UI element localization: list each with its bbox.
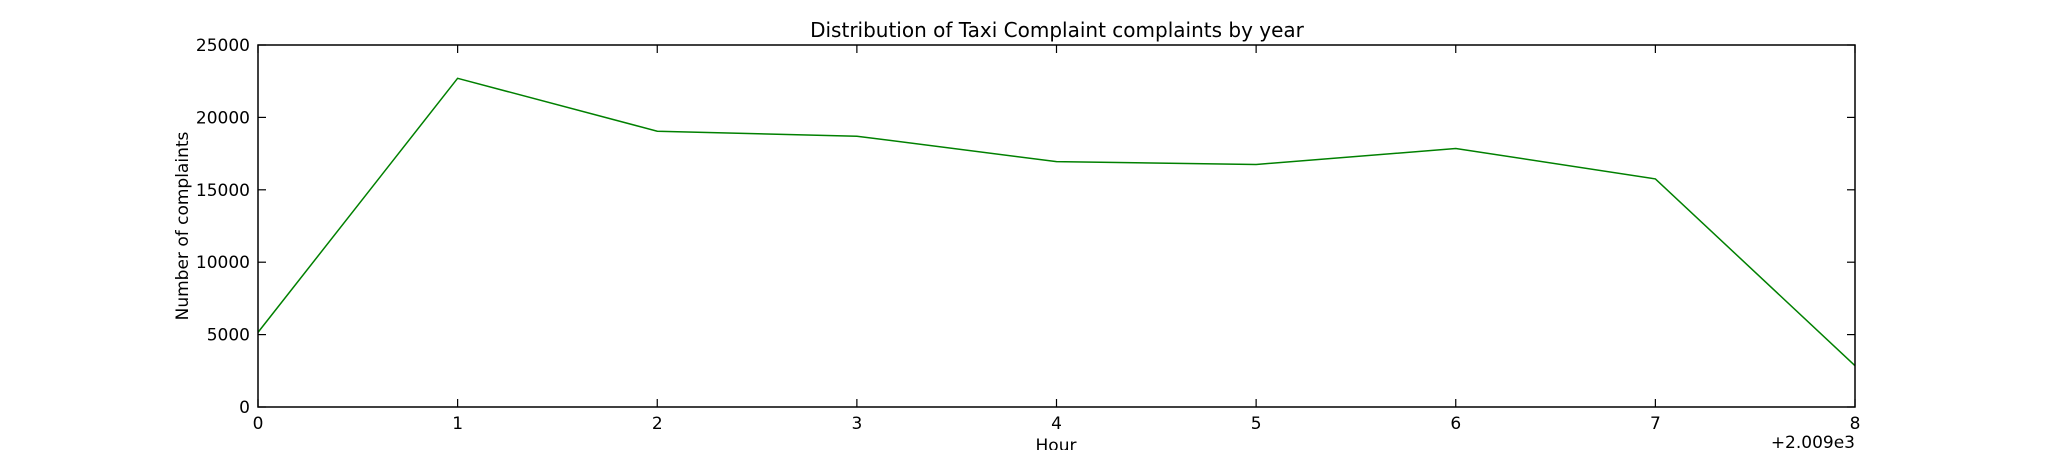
x-tick-label: 7 [1650,414,1661,434]
plot-area-frame [257,44,1856,408]
y-tick-label: 0 [239,398,250,418]
x-tick-label: 6 [1450,414,1461,434]
chart-title: Distribution of Taxi Complaint complaint… [810,18,1305,42]
x-tick-label: 1 [452,414,463,434]
y-tick-label: 15000 [196,181,250,201]
y-tick-label: 25000 [196,36,250,56]
x-tick-label: 5 [1251,414,1262,434]
x-tick-label: 4 [1051,414,1062,434]
x-tick-label: 3 [851,414,862,434]
y-axis-label: Number of complaints [173,131,193,320]
data-series [257,77,1856,367]
x-tick-label: 2 [652,414,663,434]
x-axis-label: Hour [1036,436,1077,450]
y-tick-label: 10000 [196,253,250,273]
y-tick-label: 20000 [196,108,250,128]
y-tick-label: 5000 [207,326,250,346]
x-axis-offset-label: +2.009e3 [1771,433,1855,450]
tick-marks [257,44,1856,408]
tick-labels: 0 1 2 3 4 5 6 7 8 0 5000 10000 15000 20000 25000 [196,36,1861,434]
x-tick-label: 0 [253,414,264,434]
x-tick-label: 8 [1850,414,1861,434]
series-line [257,77,1856,367]
